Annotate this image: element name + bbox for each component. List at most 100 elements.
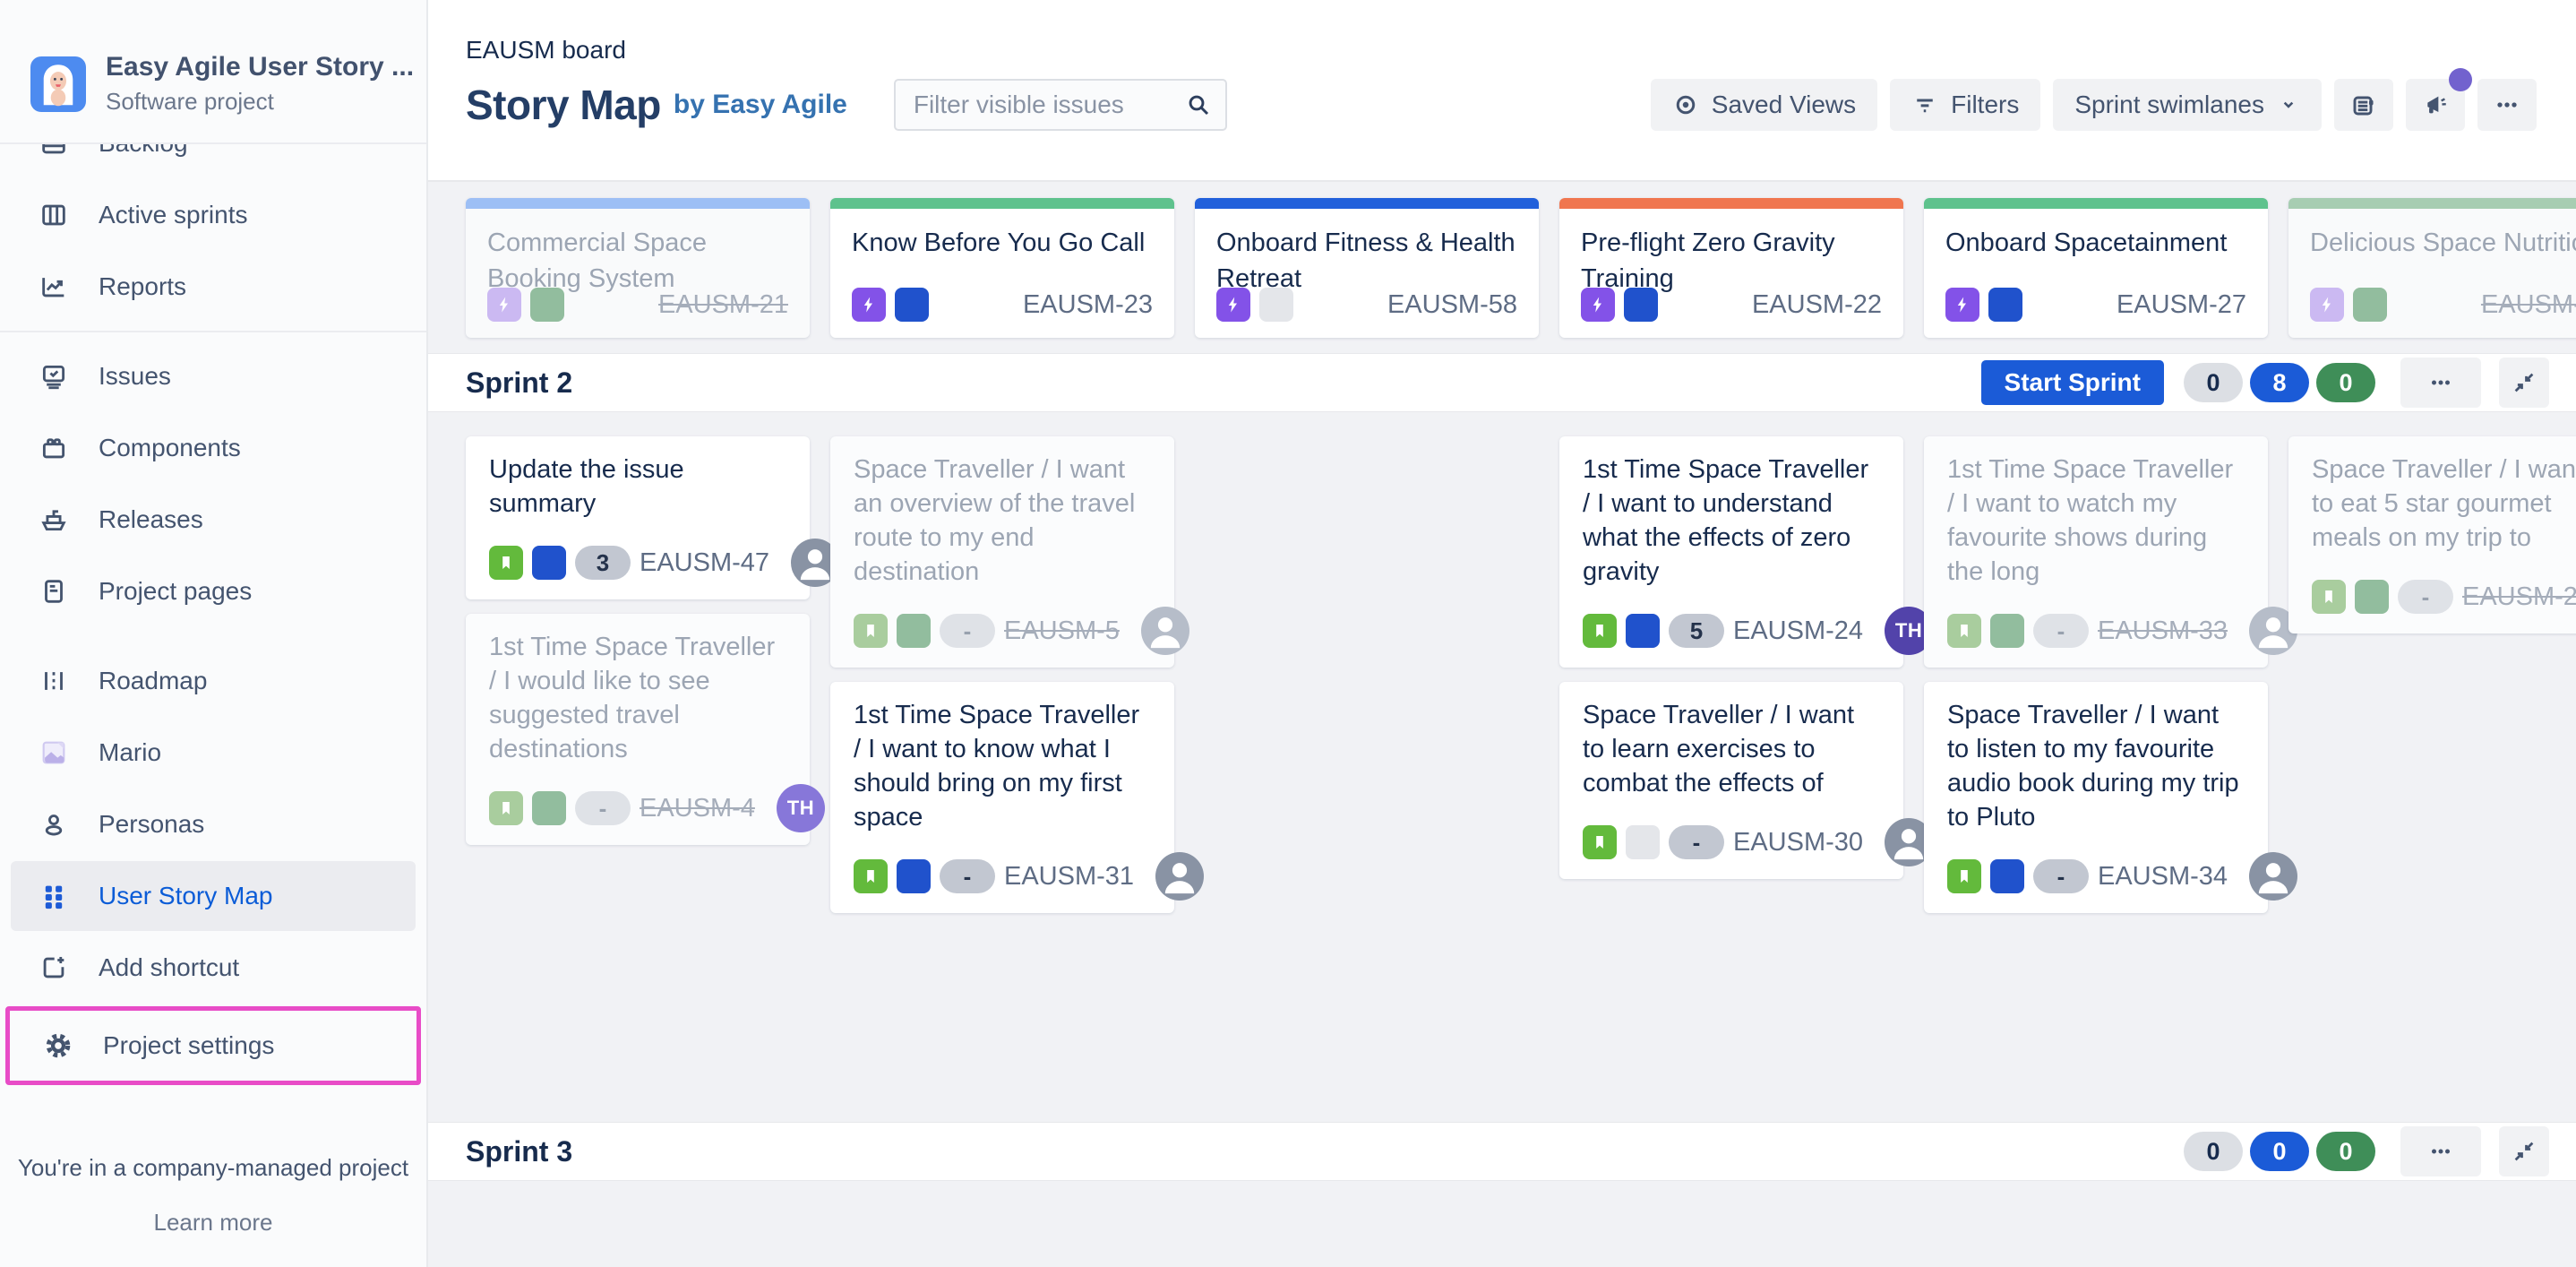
field-color-icon <box>1624 288 1658 322</box>
saved-views-icon <box>1672 91 1699 118</box>
epic-row: Commercial Space Booking System EAUSM-21… <box>428 182 2576 338</box>
byline-link[interactable]: by Easy Agile <box>673 90 847 119</box>
card-title: 1st Time Space Traveller / I would like … <box>489 633 776 763</box>
epic-card[interactable]: Onboard Spacetainment EAUSM-27 <box>1924 198 2268 338</box>
epic-card[interactable]: Delicious Space Nutrition EAUSM-26 <box>2288 198 2576 338</box>
field-color-icon <box>1990 614 2024 648</box>
filters-button[interactable]: Filters <box>1890 79 2041 131</box>
sidebar-item-reports[interactable]: Reports <box>11 252 416 322</box>
sidebar-item-active-sprints[interactable]: Active sprints <box>11 180 416 250</box>
issue-key: EAUSM-4 <box>640 793 755 823</box>
sidebar-item-project-settings[interactable]: Project settings <box>15 1011 411 1081</box>
reports-icon <box>36 272 72 302</box>
epic-title: Commercial Space Booking System <box>487 228 707 293</box>
epic-color-bar <box>1559 198 1903 209</box>
story-card[interactable]: 1st Time Space Traveller / I would like … <box>466 614 825 845</box>
collapse-sprint-button[interactable] <box>2499 358 2549 408</box>
sidebar-item-mario[interactable]: Mario <box>11 718 416 788</box>
add-shortcut-icon <box>36 952 72 983</box>
story-card[interactable]: 1st Time Space Traveller / I want to und… <box>1559 436 1934 668</box>
epic-type-icon <box>2310 288 2344 322</box>
estimate-badge: 3 <box>575 546 631 580</box>
annotation-highlight-box: Project settings <box>5 1006 421 1085</box>
issue-key: EAUSM-24 <box>1733 616 1864 645</box>
sidebar-item-issues[interactable]: Issues <box>11 341 416 411</box>
story-type-icon <box>2312 580 2346 614</box>
epic-title: Know Before You Go Call <box>852 228 1146 257</box>
sidebar-footer: You're in a company-managed project Lear… <box>0 1154 426 1237</box>
filters-label: Filters <box>1951 90 2020 118</box>
story-card[interactable]: Space Traveller / I want to learn exerci… <box>1559 682 1934 879</box>
sidebar-item-user-story-map[interactable]: User Story Map <box>11 861 416 931</box>
issue-key: EAUSM-34 <box>2098 861 2228 891</box>
story-type-icon <box>854 614 888 648</box>
estimate-badge: - <box>2033 614 2089 648</box>
epic-type-icon <box>1945 288 1979 322</box>
story-type-icon <box>1947 614 1981 648</box>
announcements-button[interactable] <box>2406 68 2472 131</box>
issue-key: EAUSM-26 <box>2480 289 2576 319</box>
swimlane-rows-button[interactable] <box>2334 79 2393 131</box>
project-type: Software project <box>106 88 274 115</box>
field-color-icon <box>895 288 929 322</box>
card-title: Space Traveller / I want to eat 5 star g… <box>2312 455 2576 552</box>
active-sprints-icon <box>36 200 72 230</box>
epic-card[interactable]: Pre-flight Zero Gravity Training EAUSM-2… <box>1559 198 1903 338</box>
sidebar-item-label: Issues <box>99 362 171 390</box>
story-column: 1st Time Space Traveller / I want to wat… <box>1924 436 2298 1123</box>
epic-card[interactable]: Know Before You Go Call EAUSM-23 <box>830 198 1174 338</box>
field-color-icon <box>532 791 566 825</box>
learn-more-link[interactable]: Learn more <box>153 1209 273 1236</box>
project-header: Easy Agile User Story ... Software proje… <box>0 0 426 142</box>
estimate-badge: - <box>940 614 995 648</box>
backlog-icon <box>36 144 72 159</box>
story-card[interactable]: Space Traveller / I want to listen to my… <box>1924 682 2298 913</box>
sprint-more-button[interactable] <box>2400 1126 2481 1176</box>
epic-card[interactable]: Commercial Space Booking System EAUSM-21 <box>466 198 810 338</box>
sidebar-item-label: Project pages <box>99 577 253 605</box>
story-card[interactable]: Space Traveller / I want to eat 5 star g… <box>2288 436 2576 634</box>
story-card[interactable]: 1st Time Space Traveller / I want to wat… <box>1924 436 2298 668</box>
sidebar-group-gap <box>0 628 426 644</box>
epic-title: Onboard Fitness & Health Retreat <box>1216 228 1516 293</box>
sprint-2-header: Sprint 2 Start Sprint 0 8 0 <box>428 354 2576 411</box>
issue-key: EAUSM-5 <box>1004 616 1120 645</box>
sprint-3-header: Sprint 3 0 0 0 <box>428 1123 2576 1180</box>
card-title: Update the issue summary <box>489 455 684 518</box>
card-title: Space Traveller / I want an overview of … <box>854 455 1136 586</box>
story-card[interactable]: 1st Time Space Traveller / I want to kno… <box>830 682 1205 913</box>
estimate-badge: - <box>1669 825 1724 859</box>
epic-card[interactable]: Onboard Fitness & Health Retreat EAUSM-5… <box>1195 198 1539 338</box>
field-color-icon <box>2355 580 2389 614</box>
sidebar-item-label: Backlog <box>99 142 188 157</box>
start-sprint-button[interactable]: Start Sprint <box>1980 360 2164 405</box>
sidebar-item-backlog[interactable]: Backlog <box>11 142 416 178</box>
sidebar-item-project-pages[interactable]: Project pages <box>11 556 416 626</box>
story-card[interactable]: Space Traveller / I want an overview of … <box>830 436 1189 668</box>
story-type-icon <box>854 859 888 893</box>
estimate-badge: - <box>940 859 995 893</box>
story-card[interactable]: Update the issue summary 3 EAUSM-47 <box>466 436 840 599</box>
sidebar-item-components[interactable]: Components <box>11 413 416 483</box>
sidebar-item-personas[interactable]: Personas <box>11 789 416 859</box>
sidebar-item-add-shortcut[interactable]: Add shortcut <box>11 933 416 1003</box>
more-options-button[interactable] <box>2477 79 2537 131</box>
sprint-swimlanes-dropdown[interactable]: Sprint swimlanes <box>2053 79 2322 131</box>
sidebar-item-roadmap[interactable]: Roadmap <box>11 646 416 716</box>
collapse-sprint-button[interactable] <box>2499 1126 2549 1176</box>
saved-views-button[interactable]: Saved Views <box>1650 79 1878 131</box>
story-type-icon <box>1947 859 1981 893</box>
story-column: 1st Time Space Traveller / I want to und… <box>1559 436 1934 1123</box>
saved-views-label: Saved Views <box>1711 90 1857 118</box>
sidebar-item-label: Reports <box>99 272 187 300</box>
filter-issues-input[interactable] <box>893 79 1227 131</box>
sidebar-item-releases[interactable]: Releases <box>11 485 416 555</box>
sprint-name: Sprint 3 <box>466 1134 573 1168</box>
inprogress-count-badge: 0 <box>2250 1132 2309 1171</box>
card-title: 1st Time Space Traveller / I want to wat… <box>1947 455 2234 586</box>
epic-title: Pre-flight Zero Gravity Training <box>1581 228 1835 293</box>
project-name: Easy Agile User Story ... <box>106 52 415 82</box>
swimlanes-label: Sprint swimlanes <box>2074 90 2264 118</box>
sprint-more-button[interactable] <box>2400 358 2481 408</box>
story-map-board: Commercial Space Booking System EAUSM-21… <box>428 182 2576 1267</box>
